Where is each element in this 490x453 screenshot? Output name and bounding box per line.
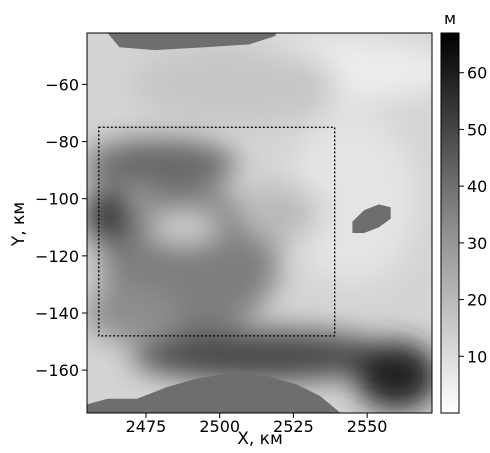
x-tick-label: 2525 bbox=[273, 417, 314, 436]
colorbar-tick-label: 60 bbox=[467, 64, 487, 83]
masked-region-right-island bbox=[352, 204, 391, 233]
colorbar: м 10 20 30 40 50 60 bbox=[440, 9, 487, 414]
y-axis-ticks: −60 −80 −100 −120 −140 −160 bbox=[35, 75, 87, 380]
field-patch-5 bbox=[87, 284, 179, 342]
y-axis-label: Y, км bbox=[9, 202, 29, 247]
plot-frame bbox=[86, 32, 433, 414]
colorbar-tick-label: 30 bbox=[467, 234, 487, 253]
colorbar-gradient bbox=[440, 32, 460, 414]
y-tick-label: −160 bbox=[35, 361, 79, 380]
x-axis-ticks: 2475 2500 2525 2550 bbox=[126, 413, 388, 436]
colorbar-tick-label: 40 bbox=[467, 177, 487, 196]
field-patch-1 bbox=[287, 112, 418, 285]
x-tick-label: 2500 bbox=[199, 417, 240, 436]
field-patch-10 bbox=[148, 213, 220, 242]
colorbar-unit-label: м bbox=[444, 9, 456, 28]
field-patch-9 bbox=[237, 184, 320, 242]
y-tick-label: −140 bbox=[35, 304, 79, 323]
y-tick-label: −80 bbox=[45, 133, 79, 152]
field-patch-3 bbox=[87, 138, 238, 191]
field-patch-8 bbox=[87, 187, 132, 245]
masked-region-bottom bbox=[87, 373, 341, 413]
colorbar-tick-label: 10 bbox=[467, 347, 487, 366]
y-tick-label: −60 bbox=[45, 75, 79, 94]
field-patch-2 bbox=[131, 44, 338, 125]
masked-region-top bbox=[107, 33, 276, 51]
elevation-field bbox=[87, 35, 432, 411]
field-patch-6 bbox=[131, 330, 397, 382]
colorbar-ticks: 10 20 30 40 50 60 bbox=[459, 64, 487, 366]
field-patch-7 bbox=[355, 341, 432, 411]
x-tick-label: 2475 bbox=[126, 417, 167, 436]
x-tick-label: 2550 bbox=[347, 417, 388, 436]
plot-area bbox=[86, 32, 433, 414]
y-tick-label: −100 bbox=[35, 190, 79, 209]
masked-regions bbox=[87, 33, 391, 413]
y-tick-label: −120 bbox=[35, 247, 79, 266]
colorbar-tick-label: 20 bbox=[467, 291, 487, 310]
x-axis-label: X, км bbox=[237, 429, 283, 449]
colorbar-tick-label: 50 bbox=[467, 120, 487, 139]
annotation-box bbox=[98, 126, 336, 337]
